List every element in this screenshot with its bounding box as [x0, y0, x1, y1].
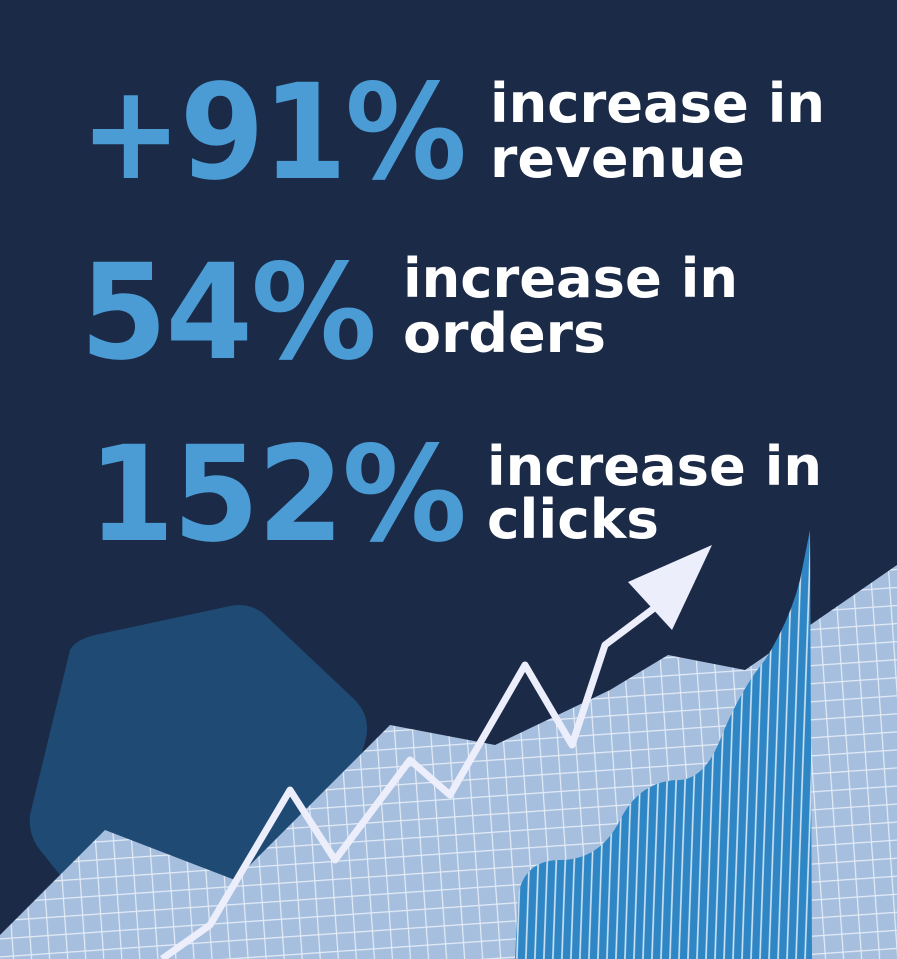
stat-label: increase in [490, 72, 825, 135]
stat-label: revenue [490, 127, 745, 190]
hexagon-shape [29, 605, 368, 906]
stat-label: increase in [403, 247, 738, 310]
stat-value: +91% [80, 56, 465, 210]
stat-value: 152% [88, 418, 465, 572]
arrow-head [628, 545, 712, 630]
striped-bars [515, 530, 812, 959]
stat-label: increase in [487, 435, 822, 498]
stat-label: orders [403, 302, 606, 365]
stat-value: 54% [80, 236, 375, 390]
stat-label: clicks [487, 488, 659, 551]
trend-arrow [159, 582, 688, 959]
